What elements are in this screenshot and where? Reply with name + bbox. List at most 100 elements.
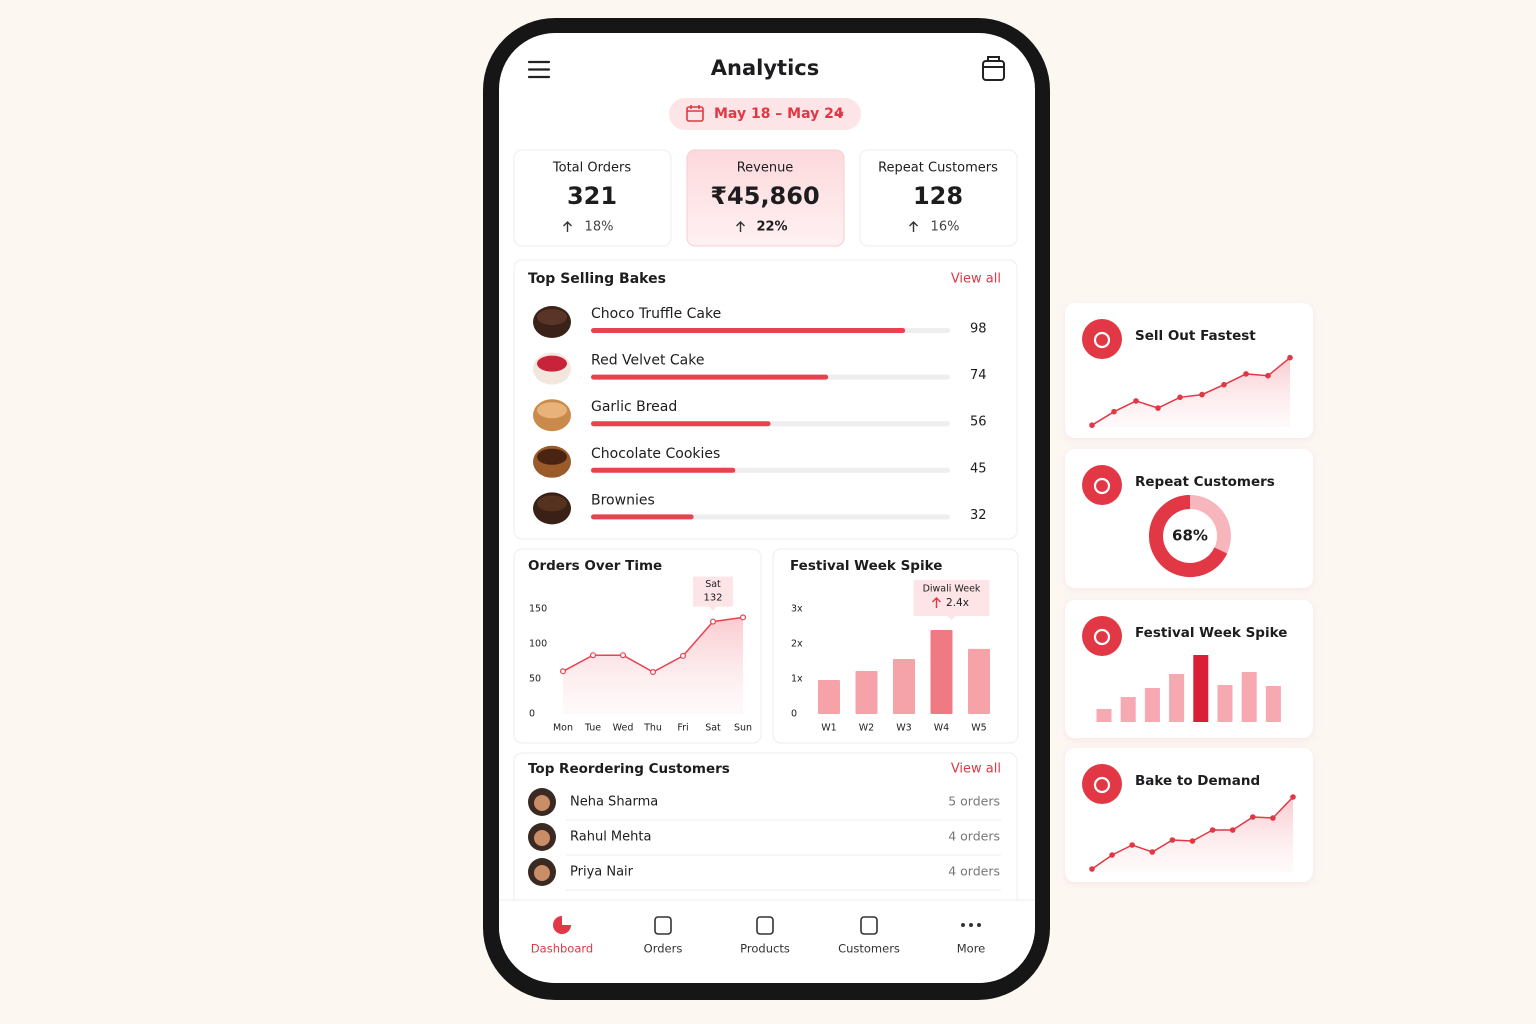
- x-tick-label: Tue: [584, 723, 601, 734]
- kpi-value: 128: [913, 182, 963, 210]
- customer-orders: 5 orders: [948, 794, 1000, 809]
- side-card-icon: [1082, 465, 1122, 505]
- x-tick-label: Thu: [643, 723, 662, 734]
- bar: [591, 374, 829, 380]
- bar: [591, 514, 694, 520]
- line: [1091, 357, 1291, 426]
- point: [649, 668, 656, 675]
- side-cards: Sell Out Fastest Repeat Customers 68% Festi…: [1065, 303, 1313, 882]
- point: [1221, 381, 1227, 388]
- point: [1270, 815, 1276, 821]
- bottom-nav: [499, 900, 1035, 983]
- date-range[interactable]: May 18 – May 24: [714, 106, 844, 122]
- up-arrow: [932, 597, 941, 608]
- nav-label[interactable]: More: [957, 942, 986, 956]
- point: [1169, 837, 1176, 843]
- product-name: Red Velvet Cake: [591, 353, 704, 369]
- view-all-link[interactable]: View all: [951, 762, 1001, 777]
- nav-label[interactable]: Customers: [838, 942, 900, 956]
- x-tick-label: Mon: [553, 723, 573, 734]
- up-arrow: [736, 221, 745, 232]
- side-card-icon-glyph: [1093, 331, 1111, 349]
- kpi-label: Total Orders: [552, 161, 631, 176]
- point: [1133, 398, 1139, 404]
- donut-arc: [1149, 495, 1228, 577]
- side-card-icon: [1082, 616, 1122, 656]
- donut-label: 68%: [1172, 527, 1208, 545]
- point: [1229, 827, 1236, 833]
- side-card-icon-glyph: [1093, 477, 1111, 495]
- point: [1265, 372, 1271, 379]
- point: [1177, 394, 1183, 401]
- kpi-card: [686, 149, 845, 247]
- point: [709, 618, 716, 625]
- side-card-icon: [1082, 319, 1122, 359]
- bar: [893, 659, 915, 714]
- side-card: [1065, 449, 1313, 588]
- customer-name[interactable]: Rahul Mehta: [570, 830, 651, 845]
- product-name: Brownies: [591, 492, 655, 508]
- bag-icon[interactable]: [982, 56, 1005, 81]
- x-tick-label: Sat: [705, 723, 721, 734]
- menu-icon[interactable]: [527, 60, 551, 79]
- bar: [1193, 655, 1209, 722]
- customer-orders: 4 orders: [948, 864, 1000, 879]
- kpi-change: 16%: [931, 220, 960, 235]
- x-tick-label: W5: [971, 723, 986, 734]
- point: [1149, 849, 1156, 855]
- kpi-value: ₹45,860: [710, 182, 819, 210]
- point: [589, 652, 596, 659]
- kpi-card: [859, 149, 1018, 247]
- date-picker[interactable]: [669, 98, 861, 130]
- card: [513, 259, 1018, 540]
- point: [1199, 391, 1205, 398]
- y-tick-label: 3x: [791, 604, 803, 615]
- chevron: [834, 111, 844, 118]
- bar: [1144, 688, 1160, 722]
- x-tick-label: W4: [934, 723, 949, 734]
- point: [1109, 852, 1115, 858]
- nav-label[interactable]: Products: [740, 942, 790, 956]
- tooltip: [913, 580, 990, 620]
- up-arrow: [563, 221, 572, 232]
- point: [1287, 354, 1293, 361]
- product-image-top: [537, 402, 567, 419]
- point: [1250, 814, 1256, 820]
- card-title: Festival Week Spike: [790, 558, 942, 574]
- product-value: 32: [970, 508, 987, 523]
- x-tick-label: W2: [859, 723, 874, 734]
- calendar-icon: [686, 105, 704, 122]
- y-tick-label: 0: [791, 709, 797, 720]
- point: [1209, 827, 1216, 833]
- kpi-label: Revenue: [737, 161, 794, 176]
- card-title: Orders Over Time: [528, 558, 662, 574]
- point: [1290, 794, 1296, 800]
- y-tick-label: 2x: [791, 639, 803, 650]
- tooltip-label: Sat: [705, 579, 721, 590]
- bar: [1265, 686, 1281, 722]
- x-tick-label: Wed: [613, 723, 634, 734]
- area-fill: [1092, 357, 1290, 427]
- customer-name[interactable]: Neha Sharma: [570, 795, 658, 810]
- up-arrow: [909, 221, 918, 232]
- avatar-face: [534, 795, 550, 811]
- product-image-top: [537, 309, 567, 325]
- product-value: 56: [970, 415, 987, 430]
- customer-name[interactable]: Priya Nair: [570, 865, 634, 880]
- tooltip: [693, 576, 733, 611]
- nav-label[interactable]: Orders: [644, 942, 683, 956]
- y-tick-label: 150: [529, 604, 547, 615]
- point: [1189, 838, 1196, 844]
- y-tick-label: 50: [529, 674, 541, 685]
- product-name: Chocolate Cookies: [591, 446, 720, 462]
- point: [1129, 842, 1136, 848]
- card-title: Top Selling Bakes: [528, 271, 666, 287]
- x-tick-label: Sun: [734, 723, 752, 734]
- y-tick-label: 100: [529, 639, 547, 650]
- nav-label[interactable]: Dashboard: [531, 942, 593, 956]
- side-card-icon: [1082, 764, 1122, 804]
- page-title: Analytics: [711, 56, 819, 80]
- view-all-link[interactable]: View all: [951, 272, 1001, 287]
